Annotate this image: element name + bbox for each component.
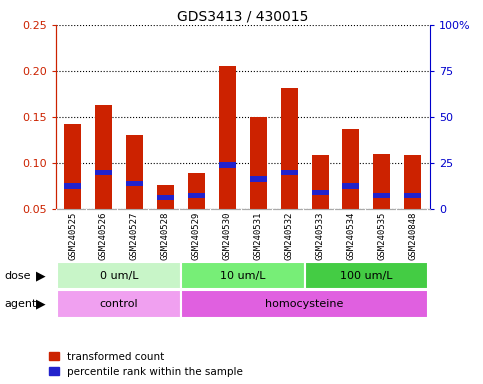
Text: GDS3413 / 430015: GDS3413 / 430015 [177,10,308,23]
Bar [342,184,359,189]
Bar [157,185,174,209]
Bar [404,193,421,198]
Bar [64,124,81,209]
Bar [219,66,236,209]
Bar [157,195,174,200]
Text: ▶: ▶ [36,298,46,311]
Text: GSM240529: GSM240529 [192,212,201,260]
Text: 100 um/L: 100 um/L [340,270,393,281]
Text: control: control [99,299,138,310]
Bar [188,173,205,209]
Bar [95,105,112,209]
Bar [250,117,267,209]
Text: homocysteine: homocysteine [265,299,344,310]
Text: GSM240533: GSM240533 [315,212,325,260]
Bar [219,162,236,168]
Text: GSM240525: GSM240525 [68,212,77,260]
Bar [312,155,328,209]
Text: GSM240531: GSM240531 [254,212,263,260]
Text: 10 um/L: 10 um/L [220,270,266,281]
Bar [373,193,390,198]
Bar [312,190,328,195]
Text: GSM240532: GSM240532 [284,212,294,260]
Text: ▶: ▶ [36,269,46,282]
Text: GSM240527: GSM240527 [130,212,139,260]
Text: agent: agent [5,299,37,310]
Bar [404,155,421,209]
Bar [281,170,298,175]
Text: GSM240528: GSM240528 [161,212,170,260]
Text: GSM240534: GSM240534 [346,212,355,260]
Bar [181,291,428,318]
Bar [373,154,390,209]
Bar [126,181,143,186]
Bar [95,170,112,175]
Text: GSM240530: GSM240530 [223,212,232,260]
Bar [57,291,181,318]
Text: GSM240526: GSM240526 [99,212,108,260]
Text: dose: dose [5,270,31,281]
Bar [250,176,267,182]
Legend: transformed count, percentile rank within the sample: transformed count, percentile rank withi… [49,352,243,377]
Bar [305,262,428,290]
Bar [181,262,305,290]
Bar [281,88,298,209]
Text: 0 um/L: 0 um/L [99,270,138,281]
Bar [57,262,181,290]
Bar [342,129,359,209]
Bar [64,184,81,189]
Text: GSM240535: GSM240535 [377,212,386,260]
Bar [188,193,205,198]
Bar [126,135,143,209]
Text: GSM240848: GSM240848 [408,212,417,260]
